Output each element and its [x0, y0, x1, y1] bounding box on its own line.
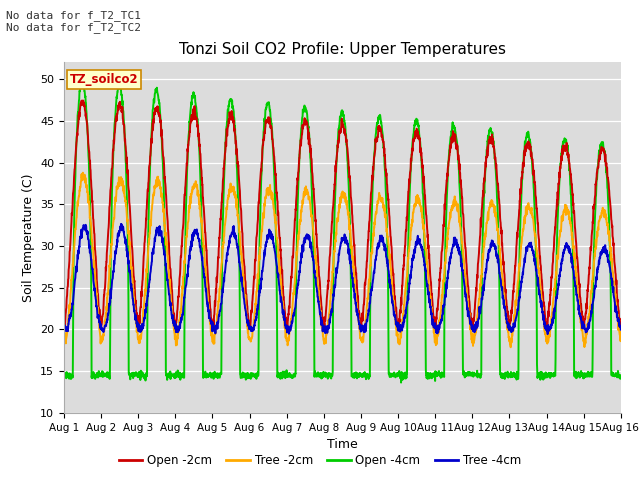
Open -2cm [584, 287, 591, 293]
Open -2cm [216, 235, 223, 241]
Line: Open -4cm: Open -4cm [64, 79, 621, 383]
X-axis label: Time: Time [327, 438, 358, 451]
Tree -2cm [504, 328, 512, 334]
Open -4cm [216, 374, 223, 380]
Tree -4cm [60, 325, 68, 331]
Open -4cm [60, 373, 68, 379]
Text: No data for f_T2_TC1
No data for f_T2_TC2: No data for f_T2_TC1 No data for f_T2_TC… [6, 10, 141, 33]
Open -4cm [617, 373, 625, 379]
Tree -2cm [617, 329, 625, 335]
Tree -4cm [371, 265, 379, 271]
Title: Tonzi Soil CO2 Profile: Upper Temperatures: Tonzi Soil CO2 Profile: Upper Temperatur… [179, 42, 506, 57]
Open -4cm [584, 372, 591, 377]
Open -4cm [505, 371, 513, 377]
Tree -4cm [117, 221, 125, 227]
Open -2cm [60, 322, 68, 327]
Tree -2cm [359, 334, 367, 340]
Open -4cm [359, 371, 367, 377]
Text: TZ_soilco2: TZ_soilco2 [70, 73, 138, 86]
Tree -2cm [507, 344, 515, 350]
Tree -4cm [544, 331, 552, 337]
Legend: Open -2cm, Tree -2cm, Open -4cm, Tree -4cm: Open -2cm, Tree -2cm, Open -4cm, Tree -4… [114, 449, 526, 472]
Tree -4cm [504, 324, 512, 330]
Tree -4cm [617, 327, 625, 333]
Tree -2cm [568, 230, 576, 236]
Open -4cm [371, 146, 379, 152]
Open -2cm [79, 97, 86, 103]
Open -2cm [431, 327, 438, 333]
Tree -2cm [584, 323, 591, 328]
Y-axis label: Soil Temperature (C): Soil Temperature (C) [22, 173, 35, 302]
Open -4cm [397, 380, 405, 385]
Open -2cm [505, 316, 513, 322]
Tree -4cm [216, 309, 223, 315]
Open -2cm [617, 324, 625, 330]
Tree -2cm [60, 337, 68, 343]
Open -4cm [78, 76, 86, 82]
Open -2cm [568, 187, 576, 192]
Open -2cm [359, 318, 367, 324]
Open -2cm [371, 150, 379, 156]
Tree -4cm [359, 327, 367, 333]
Tree -2cm [79, 170, 86, 176]
Line: Open -2cm: Open -2cm [64, 100, 621, 330]
Tree -2cm [371, 221, 379, 227]
Tree -4cm [584, 327, 591, 333]
Tree -2cm [216, 286, 223, 291]
Line: Tree -2cm: Tree -2cm [64, 173, 621, 347]
Open -4cm [568, 220, 576, 226]
Line: Tree -4cm: Tree -4cm [64, 224, 621, 334]
Tree -4cm [568, 258, 576, 264]
